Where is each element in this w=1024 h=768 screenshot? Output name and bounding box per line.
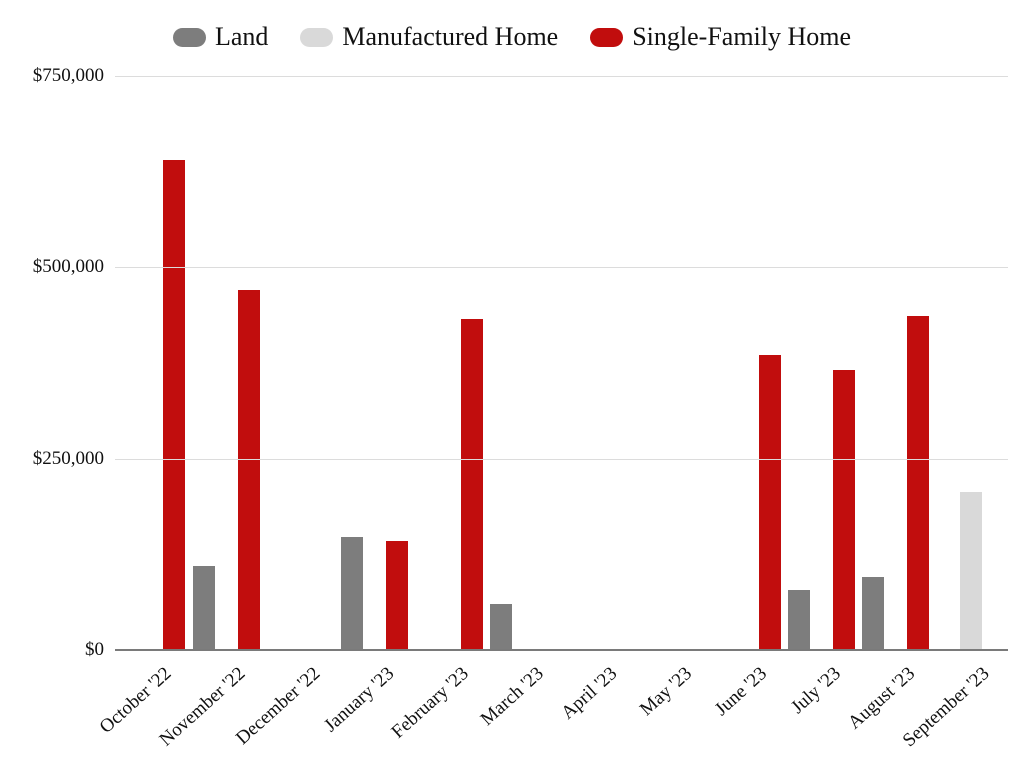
legend-item-land: Land <box>172 22 269 51</box>
y-tick-label-500000: $500,000 <box>32 256 104 278</box>
legend-item-single-family-home: Single-Family Home <box>590 24 851 50</box>
legend-item-manufactured-home: Manufactured Home <box>300 24 558 50</box>
bar-june-23-single-family-home <box>758 354 781 650</box>
legend-label-manufactured-home: Manufactured Home <box>342 22 559 51</box>
bar-july-23-single-family-home <box>832 369 855 650</box>
x-axis-label-june-23: June '23 <box>710 663 771 721</box>
bar-october-22-single-family-home <box>163 160 186 650</box>
bar-january-23-land <box>341 536 364 650</box>
bar-march-23-land <box>490 604 513 650</box>
legend-swatch-land <box>172 27 206 47</box>
gridline-250000 <box>115 458 1008 460</box>
bar-september-23-manufactured-home <box>959 491 982 650</box>
bar-january-23-single-family-home <box>386 540 409 650</box>
gridline-750000 <box>115 76 1008 77</box>
legend-swatch-single-family-home <box>590 27 624 47</box>
bar-august-23-single-family-home <box>907 316 930 650</box>
x-axis-line <box>115 649 1008 651</box>
legend-label-land: Land <box>214 22 269 51</box>
x-axis-label-april-23: April '23 <box>557 663 622 724</box>
x-axis-label-july-23: July '23 <box>787 663 846 718</box>
y-tick-label-250000: $250,000 <box>32 447 104 469</box>
x-axis-label-august-23: August '23 <box>844 663 920 734</box>
legend-swatch-manufactured-home <box>300 27 334 47</box>
bar-november-22-land <box>192 565 215 650</box>
bar-february-23-single-family-home <box>460 319 483 650</box>
chart-legend: Land Manufactured Home Single-Family Home <box>0 24 1024 50</box>
bar-august-23-land <box>862 577 885 650</box>
y-tick-label-750000: $750,000 <box>32 65 104 86</box>
bar-july-23-land <box>787 590 810 650</box>
legend-label-single-family-home: Single-Family Home <box>632 22 852 51</box>
y-tick-label-0: $0 <box>85 639 104 660</box>
x-axis-label-may-23: May '23 <box>636 663 697 721</box>
bar-november-22-single-family-home <box>237 290 260 650</box>
x-axis-label-february-23: February '23 <box>387 663 473 743</box>
gridline-500000 <box>115 267 1008 269</box>
x-axis-label-march-23: March '23 <box>476 663 548 730</box>
